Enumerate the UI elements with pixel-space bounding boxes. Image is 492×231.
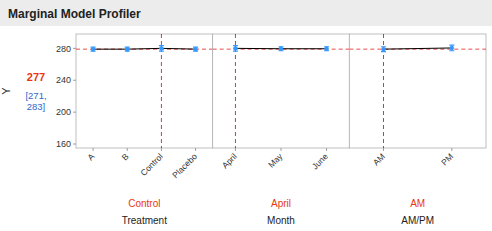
y-tick-label: 200	[56, 107, 71, 117]
panel-marks	[213, 34, 350, 148]
point	[91, 47, 95, 51]
y-tick-label: 280	[56, 44, 71, 54]
panel-marks	[349, 34, 486, 148]
x-label: Treatment	[122, 215, 167, 226]
x-tick-label: B	[120, 151, 131, 162]
x-tick-label: Control	[138, 151, 165, 178]
y-tick-label: 240	[56, 75, 71, 85]
x-tick	[161, 148, 162, 151]
selected-label: Control	[128, 198, 160, 209]
x-tick-label: May	[266, 151, 285, 170]
error-bar	[125, 47, 130, 51]
x-label: Month	[267, 215, 295, 226]
point	[324, 47, 328, 51]
profile-line	[93, 48, 195, 50]
y-label: Y	[0, 87, 12, 95]
x-tick-label: PM	[439, 151, 455, 167]
panel-frame	[349, 34, 486, 148]
error-bar	[449, 45, 454, 51]
panel-frame	[213, 34, 350, 148]
panel-marks	[76, 34, 213, 148]
panel-frame	[76, 34, 213, 148]
error-bar	[91, 47, 96, 51]
x-tick-label: April	[220, 151, 239, 170]
x-label: AM/PM	[401, 215, 434, 226]
y-tick-label: 160	[56, 139, 71, 149]
point	[193, 47, 197, 51]
x-tick	[383, 148, 384, 151]
x-tick	[195, 148, 196, 151]
error-cap	[159, 51, 164, 52]
point	[125, 47, 129, 51]
error-bar	[233, 46, 238, 52]
error-cap	[233, 45, 238, 46]
profile-line	[384, 48, 452, 49]
point	[233, 46, 237, 50]
point	[159, 46, 163, 50]
error-bar	[193, 47, 198, 51]
x-tick	[235, 148, 236, 151]
y-interval-line: 283]	[27, 101, 46, 112]
x-tick	[281, 148, 282, 151]
y-interval-line: [271,	[25, 90, 46, 101]
point	[381, 47, 385, 51]
y-annotation: 277	[27, 71, 45, 83]
error-bar	[159, 46, 164, 52]
y-tick	[73, 48, 76, 49]
y-tick	[73, 112, 76, 113]
chart: Marginal Model Profiler Y 277 [271,283] 160 2…	[0, 0, 492, 231]
y-interval: [271,283]	[25, 90, 46, 112]
point	[450, 46, 454, 50]
error-cap	[159, 45, 164, 46]
error-cap	[449, 50, 454, 51]
x-tick-label: June	[310, 151, 330, 171]
x-tick-label: AM	[371, 151, 387, 167]
title: Marginal Model Profiler	[8, 7, 141, 21]
x-tick	[127, 148, 128, 151]
error-cap	[233, 51, 238, 52]
x-tick	[326, 148, 327, 151]
selected-label: AM	[410, 198, 425, 209]
x-tick-label: A	[85, 151, 96, 162]
y-tick	[73, 80, 76, 81]
selected-label: April	[271, 198, 291, 209]
error-cap	[449, 45, 454, 46]
reference-line	[76, 49, 213, 50]
error-bar	[324, 47, 329, 51]
error-bar	[279, 47, 284, 51]
error-bar	[381, 47, 386, 52]
y-tick	[73, 144, 76, 145]
x-tick	[93, 148, 94, 151]
x-tick-label: Placebo	[170, 151, 199, 180]
point	[279, 47, 283, 51]
title-bar	[0, 0, 492, 26]
x-tick	[451, 148, 452, 151]
reference-line	[349, 49, 486, 50]
